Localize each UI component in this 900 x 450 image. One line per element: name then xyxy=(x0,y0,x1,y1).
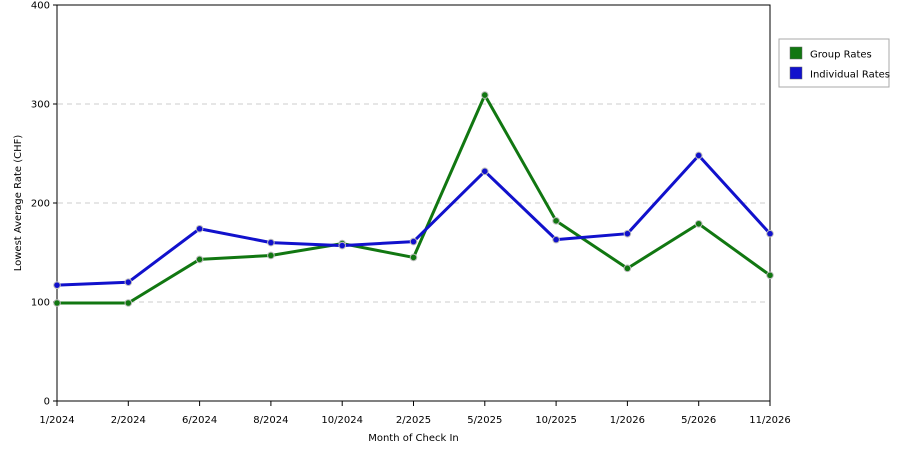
data-point xyxy=(268,239,275,246)
x-axis: 1/2024 2/2024 6/2024 8/2024 10/2024 2/2025 5/2… xyxy=(39,401,790,426)
x-tick-label: 5/2026 xyxy=(681,415,716,426)
data-point xyxy=(54,282,61,289)
data-point xyxy=(482,168,489,175)
data-point xyxy=(767,230,774,237)
data-point xyxy=(482,92,489,99)
data-point xyxy=(767,272,774,279)
y-tick-label: 0 xyxy=(44,397,50,408)
legend-swatch xyxy=(790,47,802,59)
y-axis: 0 100 200 300 400 xyxy=(31,1,57,408)
data-point xyxy=(268,252,275,259)
data-point xyxy=(410,254,417,261)
y-tick-label: 300 xyxy=(31,100,50,111)
x-tick-label: 2/2024 xyxy=(111,415,146,426)
data-point xyxy=(339,242,346,249)
data-point xyxy=(410,238,417,245)
y-tick-label: 200 xyxy=(31,199,50,210)
x-tick-label: 11/2026 xyxy=(749,415,791,426)
x-tick-label: 2/2025 xyxy=(396,415,431,426)
data-point xyxy=(695,220,702,227)
data-point xyxy=(624,265,631,272)
legend-label: Individual Rates xyxy=(810,70,890,81)
data-point xyxy=(196,225,203,232)
y-tick-label: 100 xyxy=(31,298,50,309)
y-tick-label: 400 xyxy=(31,1,50,12)
data-point xyxy=(196,256,203,263)
data-point xyxy=(54,300,61,307)
x-tick-label: 6/2024 xyxy=(182,415,217,426)
legend-label: Group Rates xyxy=(810,50,872,61)
x-tick-label: 8/2024 xyxy=(253,415,288,426)
x-tick-label: 1/2026 xyxy=(610,415,645,426)
data-point xyxy=(553,236,560,243)
y-axis-title: Lowest Average Rate (CHF) xyxy=(13,135,24,272)
legend: Group Rates Individual Rates xyxy=(779,39,890,87)
x-axis-title: Month of Check In xyxy=(368,433,459,444)
data-point xyxy=(695,152,702,159)
x-tick-label: 5/2025 xyxy=(467,415,502,426)
data-point xyxy=(624,230,631,237)
data-point xyxy=(125,300,132,307)
data-point xyxy=(125,279,132,286)
legend-swatch xyxy=(790,67,802,79)
data-point xyxy=(553,218,560,225)
x-tick-label: 10/2024 xyxy=(321,415,363,426)
x-tick-label: 1/2024 xyxy=(39,415,74,426)
x-tick-label: 10/2025 xyxy=(535,415,577,426)
